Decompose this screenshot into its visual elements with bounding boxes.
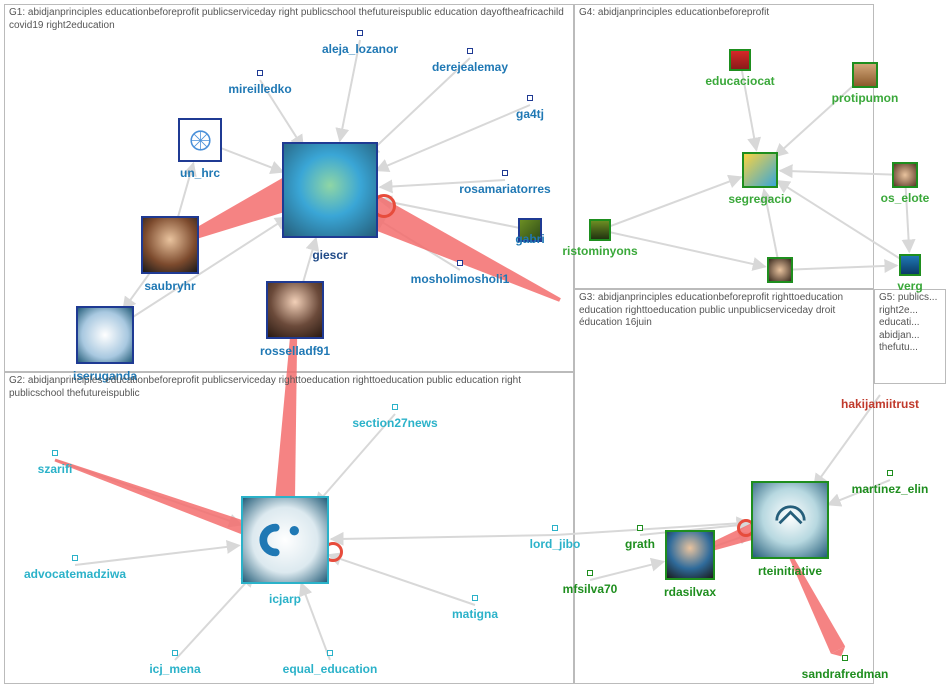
avatar-un_hrc[interactable] xyxy=(178,118,222,162)
avatar-segregacio[interactable] xyxy=(742,152,778,188)
avatar-verg[interactable] xyxy=(899,254,921,276)
avatar-gabri[interactable] xyxy=(518,218,542,242)
panel-g3: G3: abidjanprinciples educationbeforepro… xyxy=(574,289,874,684)
panel-g4: G4: abidjanprinciples educationbeforepro… xyxy=(574,4,874,289)
panel-title-g4: G4: abidjanprinciples educationbeforepro… xyxy=(579,7,869,20)
node-matigna[interactable] xyxy=(472,595,478,601)
node-lord_jibo[interactable] xyxy=(552,525,558,531)
node-ga4tj[interactable] xyxy=(527,95,533,101)
node-aleja_lozanor[interactable] xyxy=(357,30,363,36)
avatar-icjarp[interactable] xyxy=(241,496,329,584)
avatar-giescr[interactable] xyxy=(282,142,378,238)
node-martinez_elin[interactable] xyxy=(887,470,893,476)
avatar-rosselladf91[interactable] xyxy=(266,281,324,339)
node-derejealemay[interactable] xyxy=(467,48,473,54)
node-advocatemadziwa[interactable] xyxy=(72,555,78,561)
node-grath[interactable] xyxy=(637,525,643,531)
panel-title-g3: G3: abidjanprinciples educationbeforepro… xyxy=(579,292,869,330)
panel-title-g5: G5: publics... right2e... educati... abi… xyxy=(879,292,941,355)
label-os_elote: os_elote xyxy=(881,191,930,205)
node-mfsilva70[interactable] xyxy=(587,570,593,576)
avatar-ristominyons[interactable] xyxy=(589,219,611,241)
node-szarifi[interactable] xyxy=(52,450,58,456)
panel-title-g1: G1: abidjanprinciples educationbeforepro… xyxy=(9,7,569,32)
node-sandrafredman[interactable] xyxy=(842,655,848,661)
node-icj_mena[interactable] xyxy=(172,650,178,656)
panel-g5: G5: publics... right2e... educati... abi… xyxy=(874,289,946,384)
node-mireilledko[interactable] xyxy=(257,70,263,76)
avatar-iseruganda[interactable] xyxy=(76,306,134,364)
avatar-rteinitiative[interactable] xyxy=(751,481,829,559)
avatar-os_elote[interactable] xyxy=(892,162,918,188)
node-rosamariatorres[interactable] xyxy=(502,170,508,176)
avatar-protipumon[interactable] xyxy=(852,62,878,88)
node-section27news[interactable] xyxy=(392,404,398,410)
avatar-rdasilvax[interactable] xyxy=(665,530,715,580)
node-equal_education[interactable] xyxy=(327,650,333,656)
avatar-saubryhr[interactable] xyxy=(141,216,199,274)
avatar-g4_mid[interactable] xyxy=(767,257,793,283)
node-mosholimosholi1[interactable] xyxy=(457,260,463,266)
panel-title-g2: G2: abidjanprinciples educationbeforepro… xyxy=(9,375,569,400)
avatar-educaciocat[interactable] xyxy=(729,49,751,71)
